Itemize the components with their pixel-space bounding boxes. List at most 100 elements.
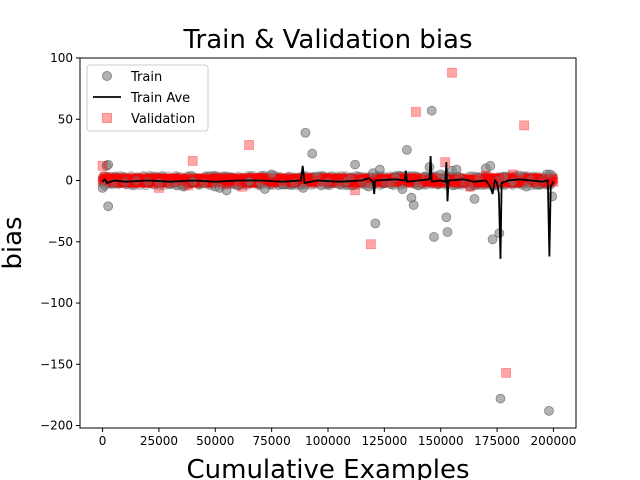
train-ave-line	[101, 155, 555, 259]
validation-band-point	[221, 174, 232, 185]
validation-point	[183, 180, 194, 191]
validation-point	[259, 174, 270, 185]
validation-point	[221, 179, 232, 190]
validation-band-point	[220, 173, 230, 184]
legend-train-ave-label: Train Ave	[130, 91, 190, 106]
train-point	[544, 405, 554, 416]
validation-point	[440, 157, 451, 168]
validation-point	[142, 178, 153, 188]
train-point	[441, 212, 452, 223]
validation-point	[365, 239, 376, 250]
validation-point	[447, 67, 457, 78]
validation-point	[390, 176, 401, 187]
validation-point	[519, 120, 530, 131]
train-point	[298, 182, 309, 193]
validation-point	[334, 175, 345, 186]
x-axis-label: Cumulative Examples	[186, 455, 469, 480]
x-tick-label: 75000	[253, 434, 291, 448]
y-tick-label: −100	[40, 296, 73, 310]
validation-point	[187, 156, 198, 166]
train-point	[545, 169, 555, 180]
train-point	[465, 181, 475, 192]
y-tick-label: −50	[48, 235, 73, 249]
x-tick-label: 125000	[361, 434, 407, 448]
train-point	[469, 193, 480, 204]
train-point	[266, 169, 277, 180]
legend-train-marker	[102, 71, 112, 81]
train-point	[300, 127, 311, 138]
validation-band-point	[218, 175, 229, 185]
validation-point	[131, 174, 142, 185]
x-tick-label: 100000	[305, 434, 351, 448]
validation-band-point	[272, 174, 283, 185]
validation-point	[465, 181, 475, 192]
train-point	[485, 160, 496, 171]
validation-band-point	[223, 173, 234, 184]
validation-band-point	[216, 173, 227, 184]
x-axis: 0 25000 50000 75000 100000 125000 150000 175000…	[99, 428, 577, 448]
validation-point	[154, 182, 164, 193]
train-point	[429, 231, 439, 242]
train-point	[103, 159, 114, 170]
train-point	[370, 218, 381, 229]
validation-band-point	[228, 173, 239, 184]
chart-title: Train & Validation bias	[182, 25, 472, 55]
train-point	[142, 176, 153, 187]
y-axis-label: bias	[0, 216, 28, 269]
validation-point	[501, 367, 512, 378]
train-point	[547, 191, 558, 202]
validation-point	[458, 176, 469, 187]
validation-band-point	[220, 174, 231, 184]
legend-box	[86, 64, 209, 132]
train-point	[495, 393, 506, 404]
validation-point	[244, 140, 254, 150]
train-point	[244, 176, 254, 187]
plot-area	[97, 67, 559, 416]
validation-band-point	[224, 174, 235, 185]
y-tick-label: 50	[58, 112, 73, 126]
x-tick-label: 25000	[140, 434, 178, 448]
validation-band-point	[402, 173, 413, 184]
validation-point	[97, 160, 108, 171]
validation-band-point	[404, 177, 415, 188]
validation-band-point	[227, 174, 237, 185]
validation-band-point	[226, 173, 237, 184]
train-point	[221, 185, 232, 196]
y-tick-label: 0	[65, 174, 73, 188]
train-point	[307, 148, 318, 159]
train-point	[402, 144, 412, 155]
validation-band-point	[429, 177, 440, 188]
train-point	[103, 201, 114, 212]
x-tick-label: 175000	[474, 434, 520, 448]
train-point	[350, 159, 360, 170]
validation-point	[494, 173, 505, 183]
validation-point	[278, 175, 288, 186]
legend-train-label: Train	[130, 70, 162, 85]
validation-band-point	[219, 174, 230, 185]
train-point	[442, 227, 453, 237]
train-point	[487, 234, 498, 245]
legend: Train Train Ave Validation	[86, 64, 209, 132]
validation-point	[411, 107, 421, 117]
legend-validation-marker	[102, 113, 112, 123]
x-tick-label: 200000	[531, 434, 577, 448]
validation-point	[99, 171, 110, 182]
validation-point	[345, 174, 356, 185]
validation-point	[237, 181, 248, 192]
train-point	[408, 200, 419, 210]
train-point	[259, 184, 270, 194]
train-point	[374, 164, 385, 175]
train-point	[426, 105, 437, 116]
validation-band-point	[225, 174, 235, 185]
train-point	[178, 181, 189, 192]
y-tick-label: 100	[50, 51, 73, 65]
validation-point	[431, 178, 442, 188]
train-point	[397, 184, 408, 194]
validation-point	[350, 185, 360, 196]
validation-point	[544, 174, 554, 185]
validation-point	[507, 169, 518, 180]
y-tick-label: −200	[40, 419, 73, 433]
x-tick-label: 0	[99, 434, 107, 448]
legend-validation-label: Validation	[131, 112, 195, 127]
